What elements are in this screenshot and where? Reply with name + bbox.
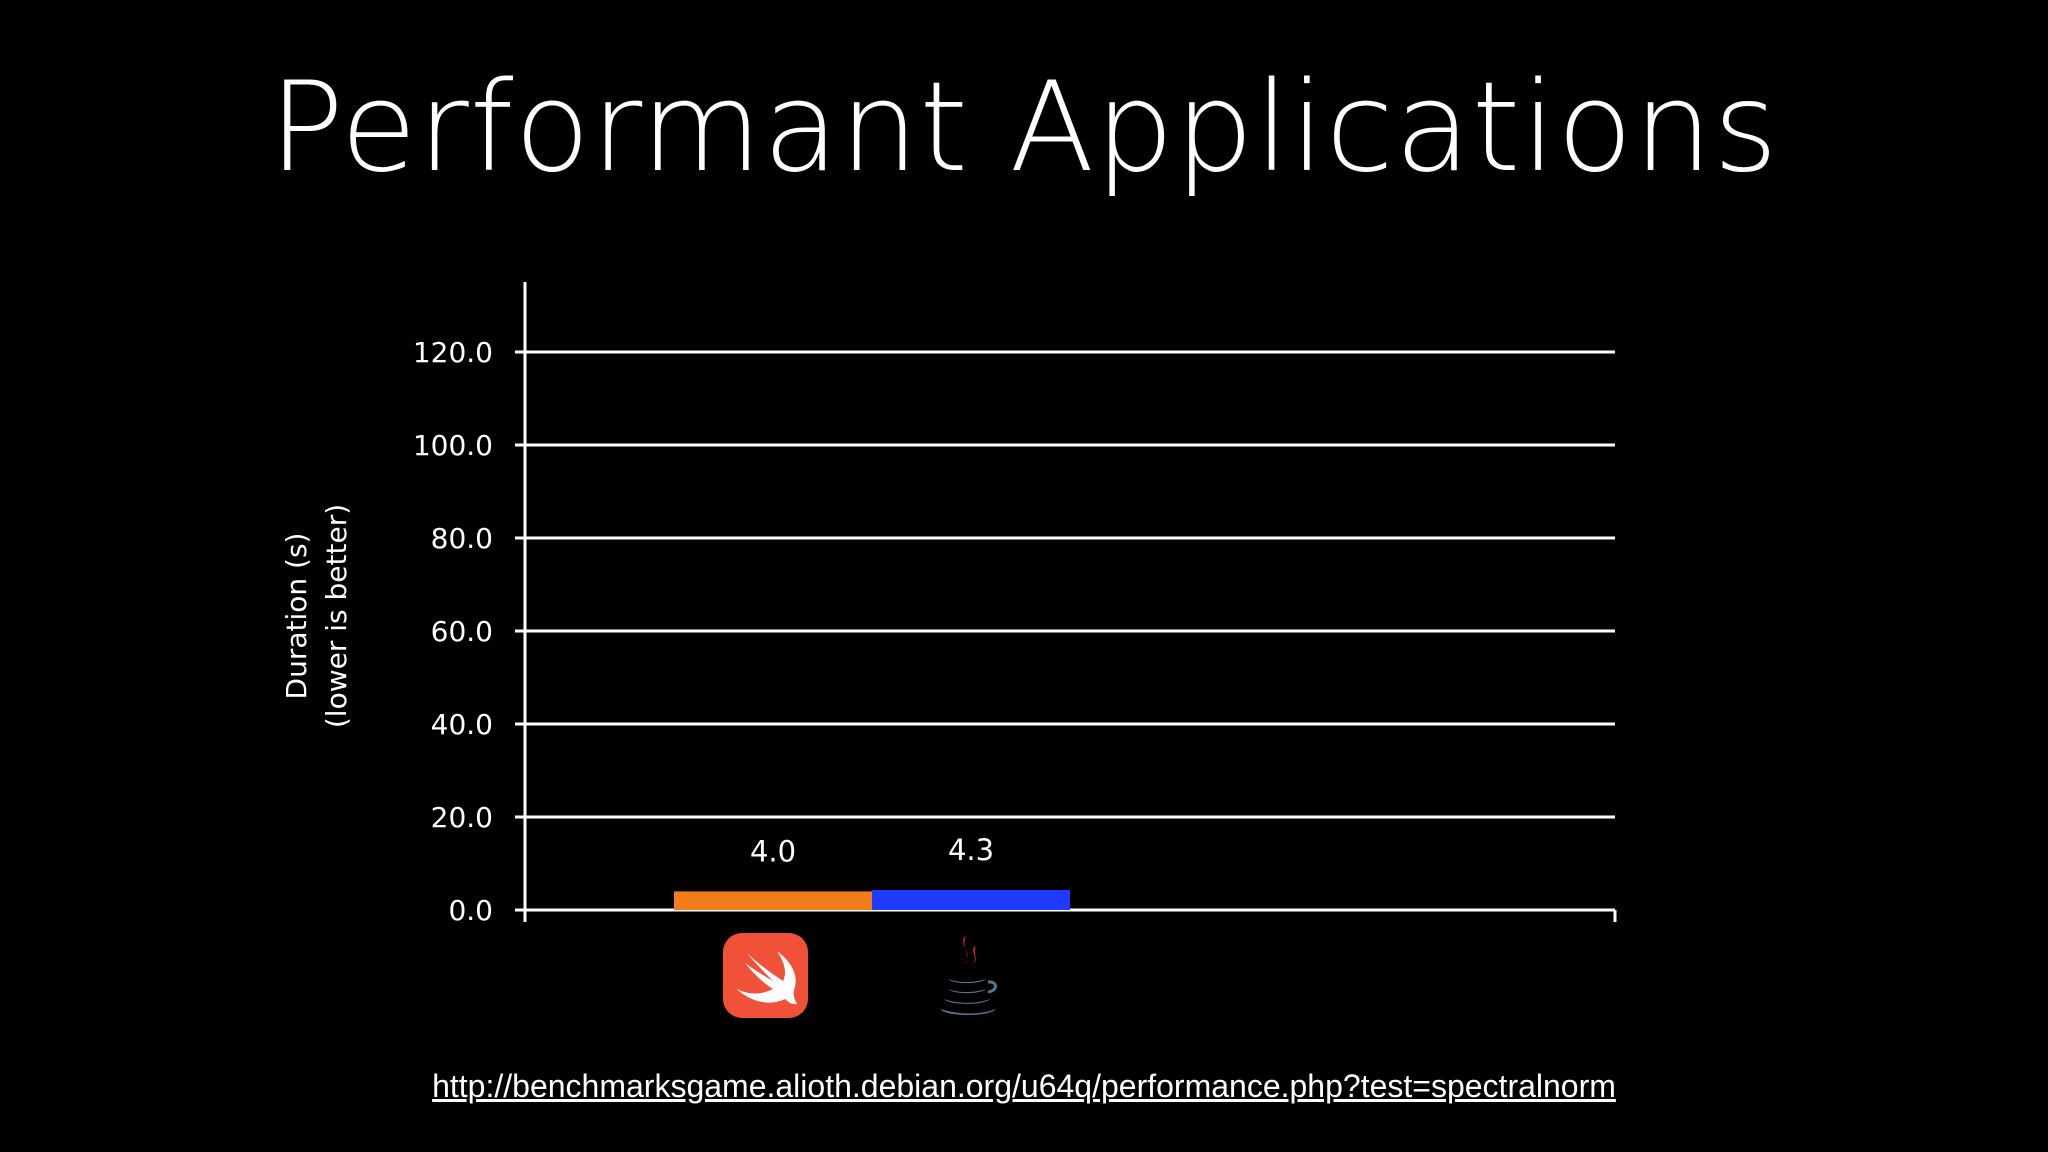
data-labels: 4.0 4.3 xyxy=(750,833,994,868)
y-tick-label: 0.0 xyxy=(448,894,493,927)
y-tick-labels: 0.0 20.0 40.0 60.0 80.0 100.0 120.0 xyxy=(413,336,493,927)
source-link[interactable]: http://benchmarksgame.alioth.debian.org/… xyxy=(432,1068,1616,1104)
data-label-swift: 4.0 xyxy=(750,834,796,868)
y-tick-label: 120.0 xyxy=(413,336,493,369)
y-axis-title: Duration (s) (lower is better) xyxy=(280,504,353,728)
y-tick-label: 60.0 xyxy=(431,615,493,648)
y-tick-label: 100.0 xyxy=(413,429,493,462)
bar-swift xyxy=(674,891,872,910)
y-axis-title-line-2: (lower is better) xyxy=(320,504,353,728)
swift-logo-icon xyxy=(723,933,808,1018)
java-logo-icon xyxy=(940,935,997,1015)
axes xyxy=(515,282,1617,922)
gridlines xyxy=(525,350,1615,819)
y-axis-title-line-1: Duration (s) xyxy=(280,533,313,700)
bar-java xyxy=(872,890,1070,910)
data-label-java: 4.3 xyxy=(948,833,994,867)
y-tick-label: 40.0 xyxy=(431,708,493,741)
bars xyxy=(674,890,1070,910)
y-tick-label: 20.0 xyxy=(431,801,493,834)
y-tick-label: 80.0 xyxy=(431,522,493,555)
slide-title: Performant Applications xyxy=(269,56,1779,200)
